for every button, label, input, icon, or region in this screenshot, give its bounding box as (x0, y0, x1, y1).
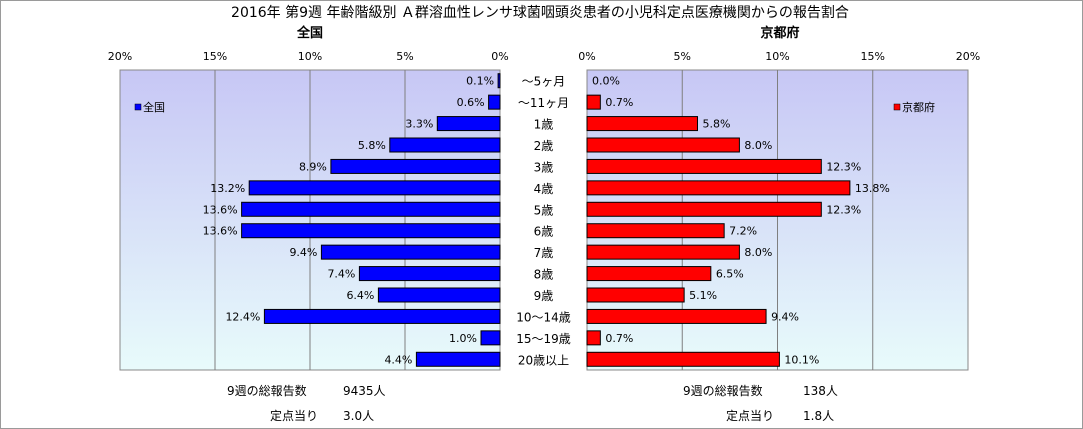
right-bar (586, 94, 601, 110)
left-bar (389, 137, 501, 153)
category-label: 5歳 (534, 203, 554, 217)
right-data-label: 5.1% (689, 289, 717, 302)
category-label: ～11ヶ月 (518, 96, 569, 110)
right-panel-subtitle: 京都府 (760, 25, 799, 41)
left-data-label: 6.4% (346, 289, 374, 302)
right-data-label: 13.8% (855, 182, 890, 195)
right-data-label: 10.1% (784, 353, 819, 366)
right-bar (586, 137, 740, 153)
left-data-label: 5.8% (358, 139, 386, 152)
left-bar (248, 180, 501, 196)
left-bar (436, 116, 501, 132)
right-bar (586, 158, 822, 174)
left-per-site-value: 3.0人 (343, 409, 375, 423)
right-tick-label: 10% (765, 50, 789, 63)
category-label: 8歳 (534, 268, 554, 282)
right-data-label: 5.8% (702, 118, 730, 131)
left-data-label: 13.6% (203, 203, 238, 216)
left-bar (377, 287, 501, 303)
left-data-label: 7.4% (327, 268, 355, 281)
left-bar (358, 266, 501, 282)
category-label: ～5ヶ月 (522, 75, 566, 89)
left-bar (263, 308, 501, 324)
left-bar (497, 73, 501, 89)
right-bar (586, 116, 698, 132)
category-label: 1歳 (534, 118, 554, 132)
left-bar (320, 244, 501, 260)
left-bar (480, 330, 501, 346)
left-bar (415, 351, 501, 367)
left-data-label: 1.0% (449, 332, 477, 345)
right-legend-label: 京都府 (902, 100, 935, 114)
left-tick-label: 20% (108, 50, 132, 63)
right-bar (586, 308, 767, 324)
left-data-label: 8.9% (299, 160, 327, 173)
left-data-label: 4.4% (384, 353, 412, 366)
right-data-label: 0.7% (605, 96, 633, 109)
left-tick-label: 15% (203, 50, 227, 63)
right-data-label: 0.7% (605, 332, 633, 345)
left-total-label: 9週の総報告数 (227, 384, 307, 398)
category-label: 9歳 (534, 289, 554, 303)
right-per-site-value: 1.8人 (803, 409, 835, 423)
left-total-value: 9435人 (343, 384, 386, 398)
category-label: 4歳 (534, 182, 554, 196)
category-label: 2歳 (534, 139, 554, 153)
right-data-label: 6.5% (716, 268, 744, 281)
right-data-label: 0.0% (592, 75, 620, 88)
left-data-label: 12.4% (225, 310, 260, 323)
right-data-label: 8.0% (744, 139, 772, 152)
right-bar (586, 201, 822, 217)
left-data-label: 13.2% (210, 182, 245, 195)
left-panel-subtitle: 全国 (296, 25, 323, 41)
left-legend: 全国 (134, 100, 165, 114)
category-label: 7歳 (534, 246, 554, 260)
left-bar (241, 201, 501, 217)
left-tick-label: 5% (396, 50, 413, 63)
category-label: 6歳 (534, 225, 554, 239)
right-per-site-label: 定点当り (726, 409, 775, 423)
right-tick-label: 5% (674, 50, 691, 63)
right-total-label: 9週の総報告数 (683, 384, 763, 398)
right-data-label: 8.0% (744, 246, 772, 259)
left-tick-label: 0% (491, 50, 508, 63)
category-label: 15～19歳 (516, 332, 571, 346)
right-bar (586, 244, 740, 260)
left-legend-swatch (134, 103, 142, 111)
right-tick-label: 15% (861, 50, 885, 63)
right-data-label: 9.4% (771, 310, 799, 323)
category-label: 3歳 (534, 160, 554, 174)
right-legend-swatch (893, 103, 901, 111)
right-legend: 京都府 (893, 100, 935, 114)
left-data-label: 13.6% (203, 225, 238, 238)
category-label: 20歳以上 (518, 353, 569, 367)
left-bar (241, 223, 501, 239)
right-bar (586, 180, 851, 196)
right-bar (586, 266, 712, 282)
left-data-label: 9.4% (289, 246, 317, 259)
right-total-value: 138人 (803, 384, 838, 398)
left-tick-label: 10% (298, 50, 322, 63)
chart-title: 2016年 第9週 年齢階級別 Ａ群溶血性レンサ球菌咽頭炎患者の小児科定点医療機… (231, 4, 849, 21)
right-bar (586, 223, 725, 239)
left-data-label: 0.6% (457, 96, 485, 109)
right-bar (586, 287, 685, 303)
right-bar (586, 330, 601, 346)
left-data-label: 0.1% (466, 75, 494, 88)
right-data-label: 7.2% (729, 225, 757, 238)
category-label: 10～14歳 (516, 310, 571, 324)
right-bar (586, 351, 780, 367)
left-data-label: 3.3% (405, 118, 433, 131)
right-data-label: 12.3% (826, 160, 861, 173)
right-tick-label: 0% (578, 50, 595, 63)
left-bar (330, 158, 501, 174)
left-per-site-label: 定点当り (270, 409, 319, 423)
left-legend-label: 全国 (143, 100, 165, 114)
right-data-label: 12.3% (826, 203, 861, 216)
left-bar (488, 94, 501, 110)
right-tick-label: 20% (956, 50, 980, 63)
